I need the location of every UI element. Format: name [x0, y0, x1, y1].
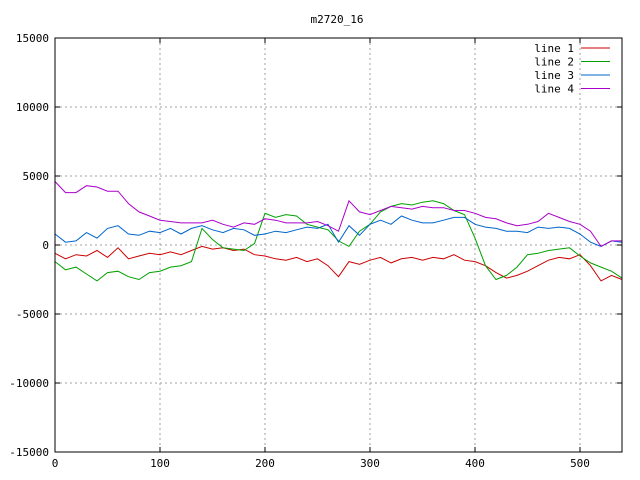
y-tick-label: 0 [42, 239, 49, 252]
x-tick-label: 300 [360, 457, 380, 470]
plot-frame [54, 37, 623, 453]
legend-label: line 2 [534, 56, 574, 69]
y-tick-label: -15000 [9, 446, 49, 459]
x-tick-label: 100 [150, 457, 170, 470]
x-tick-label: 0 [52, 457, 59, 470]
series-line-2 [54, 200, 623, 282]
chart-title: m2720_16 [311, 13, 364, 26]
grid [54, 37, 622, 453]
series-line-3 [54, 215, 623, 247]
legend-label: line 1 [534, 42, 574, 55]
y-tick-label: 15000 [16, 32, 49, 45]
y-tick-label: -5000 [16, 308, 49, 321]
y-tick-label: 5000 [23, 170, 50, 183]
x-tick-label: 500 [570, 457, 590, 470]
legend-label: line 4 [534, 83, 574, 96]
tick-labels: 0 100 200 300 400 500 -15000 -10000 -5000 0 5000 10… [9, 32, 590, 470]
series-line-4 [54, 181, 622, 248]
x-tick-label: 200 [255, 457, 275, 470]
y-tick-label: 10000 [16, 101, 49, 114]
x-tick-label: 400 [465, 457, 485, 470]
y-tick-label: -10000 [9, 377, 49, 390]
series-group [54, 181, 623, 282]
legend-label: line 3 [534, 69, 574, 82]
series-line-1 [54, 245, 623, 282]
